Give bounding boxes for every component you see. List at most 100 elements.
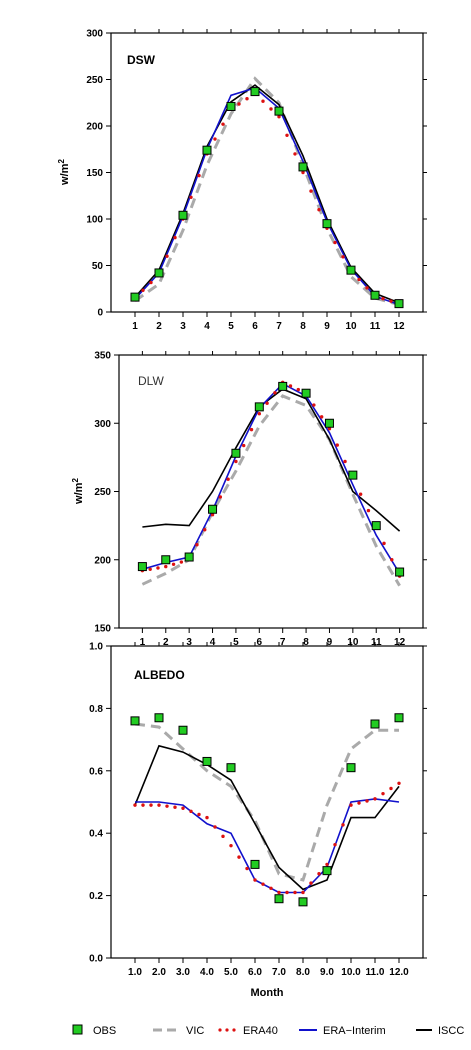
panel-title: DSW <box>127 53 156 67</box>
series-line-vic <box>134 76 400 307</box>
y-axis-label: w/m2 <box>57 159 71 186</box>
x-tick-label: 6 <box>252 321 258 332</box>
era40-dot <box>341 255 345 259</box>
x-tick-label: 10.0 <box>341 967 361 978</box>
x-tick-label: 12 <box>394 637 406 648</box>
obs-marker <box>274 106 284 116</box>
era40-dot <box>365 799 369 803</box>
obs-marker <box>298 162 308 172</box>
era40-dot <box>195 543 199 547</box>
era40-dot <box>343 459 347 464</box>
series-line-vic <box>134 722 399 882</box>
x-tick-label: 5.0 <box>224 967 238 978</box>
x-tick-label: 7.0 <box>272 967 286 978</box>
legend-era40-dots <box>218 1028 236 1032</box>
era40-dot <box>265 401 269 405</box>
obs-marker <box>130 716 140 726</box>
obs-marker <box>231 448 241 458</box>
obs-marker <box>322 219 332 229</box>
era40-dot <box>221 122 225 126</box>
era40-dot <box>237 855 241 859</box>
x-tick-label: 9 <box>327 637 333 648</box>
era40-dot <box>277 890 281 895</box>
obs-marker <box>346 265 356 275</box>
obs-marker <box>395 567 405 577</box>
y-tick-label: 150 <box>94 624 111 635</box>
era40-dot <box>317 208 321 212</box>
era40-dot <box>210 513 215 517</box>
y-tick-label: 0.2 <box>89 891 103 902</box>
era40-dot <box>357 801 361 805</box>
era40-dot <box>164 564 168 569</box>
x-tick-label: 12.0 <box>389 967 409 978</box>
era40-dot <box>181 806 185 810</box>
y-tick-label: 0.4 <box>89 829 103 840</box>
y-tick-label: 0 <box>97 308 103 319</box>
x-tick-label: 5 <box>233 637 239 648</box>
era40-dot <box>333 240 337 245</box>
y-tick-label: 300 <box>86 29 103 40</box>
series-era40 <box>133 781 401 895</box>
obs-marker <box>371 521 381 531</box>
y-tick-label: 200 <box>94 555 111 566</box>
era40-dot <box>293 152 297 156</box>
x-tick-label: 8 <box>303 637 309 648</box>
era40-dot <box>257 411 262 416</box>
era40-dot <box>397 781 401 785</box>
x-tick-label: 10 <box>345 321 357 332</box>
era40-dot <box>197 812 201 817</box>
era40-dot <box>165 254 169 258</box>
era40-dot <box>234 459 238 464</box>
series-line-isccp <box>134 744 400 891</box>
era40-dot <box>293 890 297 895</box>
obs-marker <box>298 897 308 907</box>
y-tick-label: 150 <box>86 168 103 179</box>
panel-title: DLW <box>138 374 164 388</box>
obs-marker <box>178 210 188 220</box>
x-tick-label: 2.0 <box>152 967 166 978</box>
obs-marker <box>301 388 311 398</box>
y-tick-label: 0.8 <box>89 704 103 715</box>
era40-dot <box>269 886 273 891</box>
era40-dot <box>296 387 300 392</box>
obs-marker <box>161 555 171 565</box>
era40-dot <box>133 803 137 807</box>
era40-dot <box>218 495 223 499</box>
era40-dot <box>165 804 169 808</box>
x-tick-label: 10 <box>347 637 359 648</box>
albedo-panel: 0.0 0.2 0.4 0.6 0.8 1.0 1.0 2.0 3.0 4.0 5.0 6.0 7.0 8… <box>89 642 427 999</box>
obs-marker <box>370 290 380 300</box>
era40-dot <box>319 415 324 419</box>
obs-marker <box>130 292 140 302</box>
obs-marker <box>226 763 236 773</box>
obs-marker <box>250 859 260 869</box>
obs-marker <box>348 470 358 480</box>
obs-marker <box>202 756 212 766</box>
x-tick-label: 9 <box>324 321 330 332</box>
era40-dot <box>288 384 293 388</box>
era40-dot <box>197 173 201 178</box>
era40-dot <box>309 189 313 193</box>
x-tick-label: 4 <box>210 637 216 648</box>
era40-dot <box>189 195 193 199</box>
obs-marker <box>137 562 147 572</box>
era40-dot <box>285 133 289 137</box>
era40-dot <box>325 862 329 867</box>
series-line-erainterim <box>134 87 400 306</box>
x-tick-label: 7 <box>276 321 282 332</box>
era40-dot <box>261 882 265 886</box>
obs-marker <box>184 552 194 562</box>
x-tick-label: 2 <box>156 321 162 332</box>
era40-dot <box>373 797 377 801</box>
era40-dot <box>389 786 393 791</box>
series-era40 <box>140 380 402 578</box>
obs-marker <box>154 268 164 278</box>
x-tick-label: 8.0 <box>296 967 310 978</box>
obs-marker <box>394 299 404 309</box>
era40-dot <box>173 235 177 240</box>
era40-dot <box>317 872 321 876</box>
panel-title: ALBEDO <box>134 668 185 682</box>
era40-dot <box>245 97 249 101</box>
